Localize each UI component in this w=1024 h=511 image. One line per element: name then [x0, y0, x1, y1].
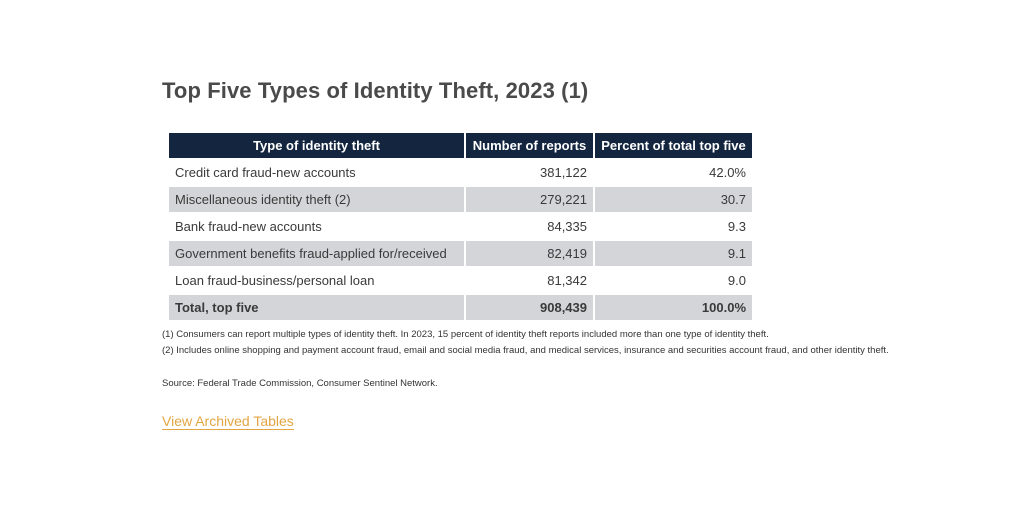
cell-reports: 82,419: [466, 241, 593, 266]
total-label: Total, top five: [169, 295, 464, 320]
cell-percent: 9.1: [595, 241, 752, 266]
total-reports: 908,439: [466, 295, 593, 320]
table-total-row: Total, top five 908,439 100.0%: [169, 295, 752, 320]
identity-theft-table: Type of identity theft Number of reports…: [167, 131, 754, 322]
footnote-2: (2) Includes online shopping and payment…: [162, 345, 889, 356]
cell-percent: 42.0%: [709, 165, 746, 180]
cell-percent: 9.3: [727, 219, 746, 234]
table-row: Miscellaneous identity theft (2) 279,221…: [169, 187, 752, 212]
cell-reports: 279,221: [466, 187, 593, 212]
footnote-1: (1) Consumers can report multiple types …: [162, 329, 769, 340]
table-row: Bank fraud-new accounts 84,335 9.3: [169, 214, 752, 239]
column-header-type: Type of identity theft: [169, 133, 464, 158]
cell-type: Bank fraud-new accounts: [175, 219, 322, 234]
cell-reports: 381,122: [540, 165, 587, 180]
view-archived-tables-link[interactable]: View Archived Tables: [162, 413, 294, 429]
cell-percent: 30.7: [595, 187, 752, 212]
cell-reports: 81,342: [547, 273, 587, 288]
table-row: Loan fraud-business/personal loan 81,342…: [169, 268, 752, 293]
cell-percent: 9.0: [727, 273, 746, 288]
table-row: Credit card fraud-new accounts 381,122 4…: [169, 160, 752, 185]
total-percent: 100.0%: [595, 295, 752, 320]
table-header-row: Type of identity theft Number of reports…: [169, 133, 752, 158]
column-header-percent: Percent of total top five: [595, 133, 752, 158]
column-header-reports: Number of reports: [466, 133, 593, 158]
cell-type: Credit card fraud-new accounts: [175, 165, 356, 180]
cell-type: Miscellaneous identity theft (2): [169, 187, 464, 212]
cell-reports: 84,335: [547, 219, 587, 234]
footnotes: (1) Consumers can report multiple types …: [162, 327, 889, 359]
cell-type: Loan fraud-business/personal loan: [175, 273, 375, 288]
page-title: Top Five Types of Identity Theft, 2023 (…: [162, 78, 589, 103]
source-note: Source: Federal Trade Commission, Consum…: [162, 378, 438, 389]
table-row: Government benefits fraud-applied for/re…: [169, 241, 752, 266]
cell-type: Government benefits fraud-applied for/re…: [169, 241, 464, 266]
